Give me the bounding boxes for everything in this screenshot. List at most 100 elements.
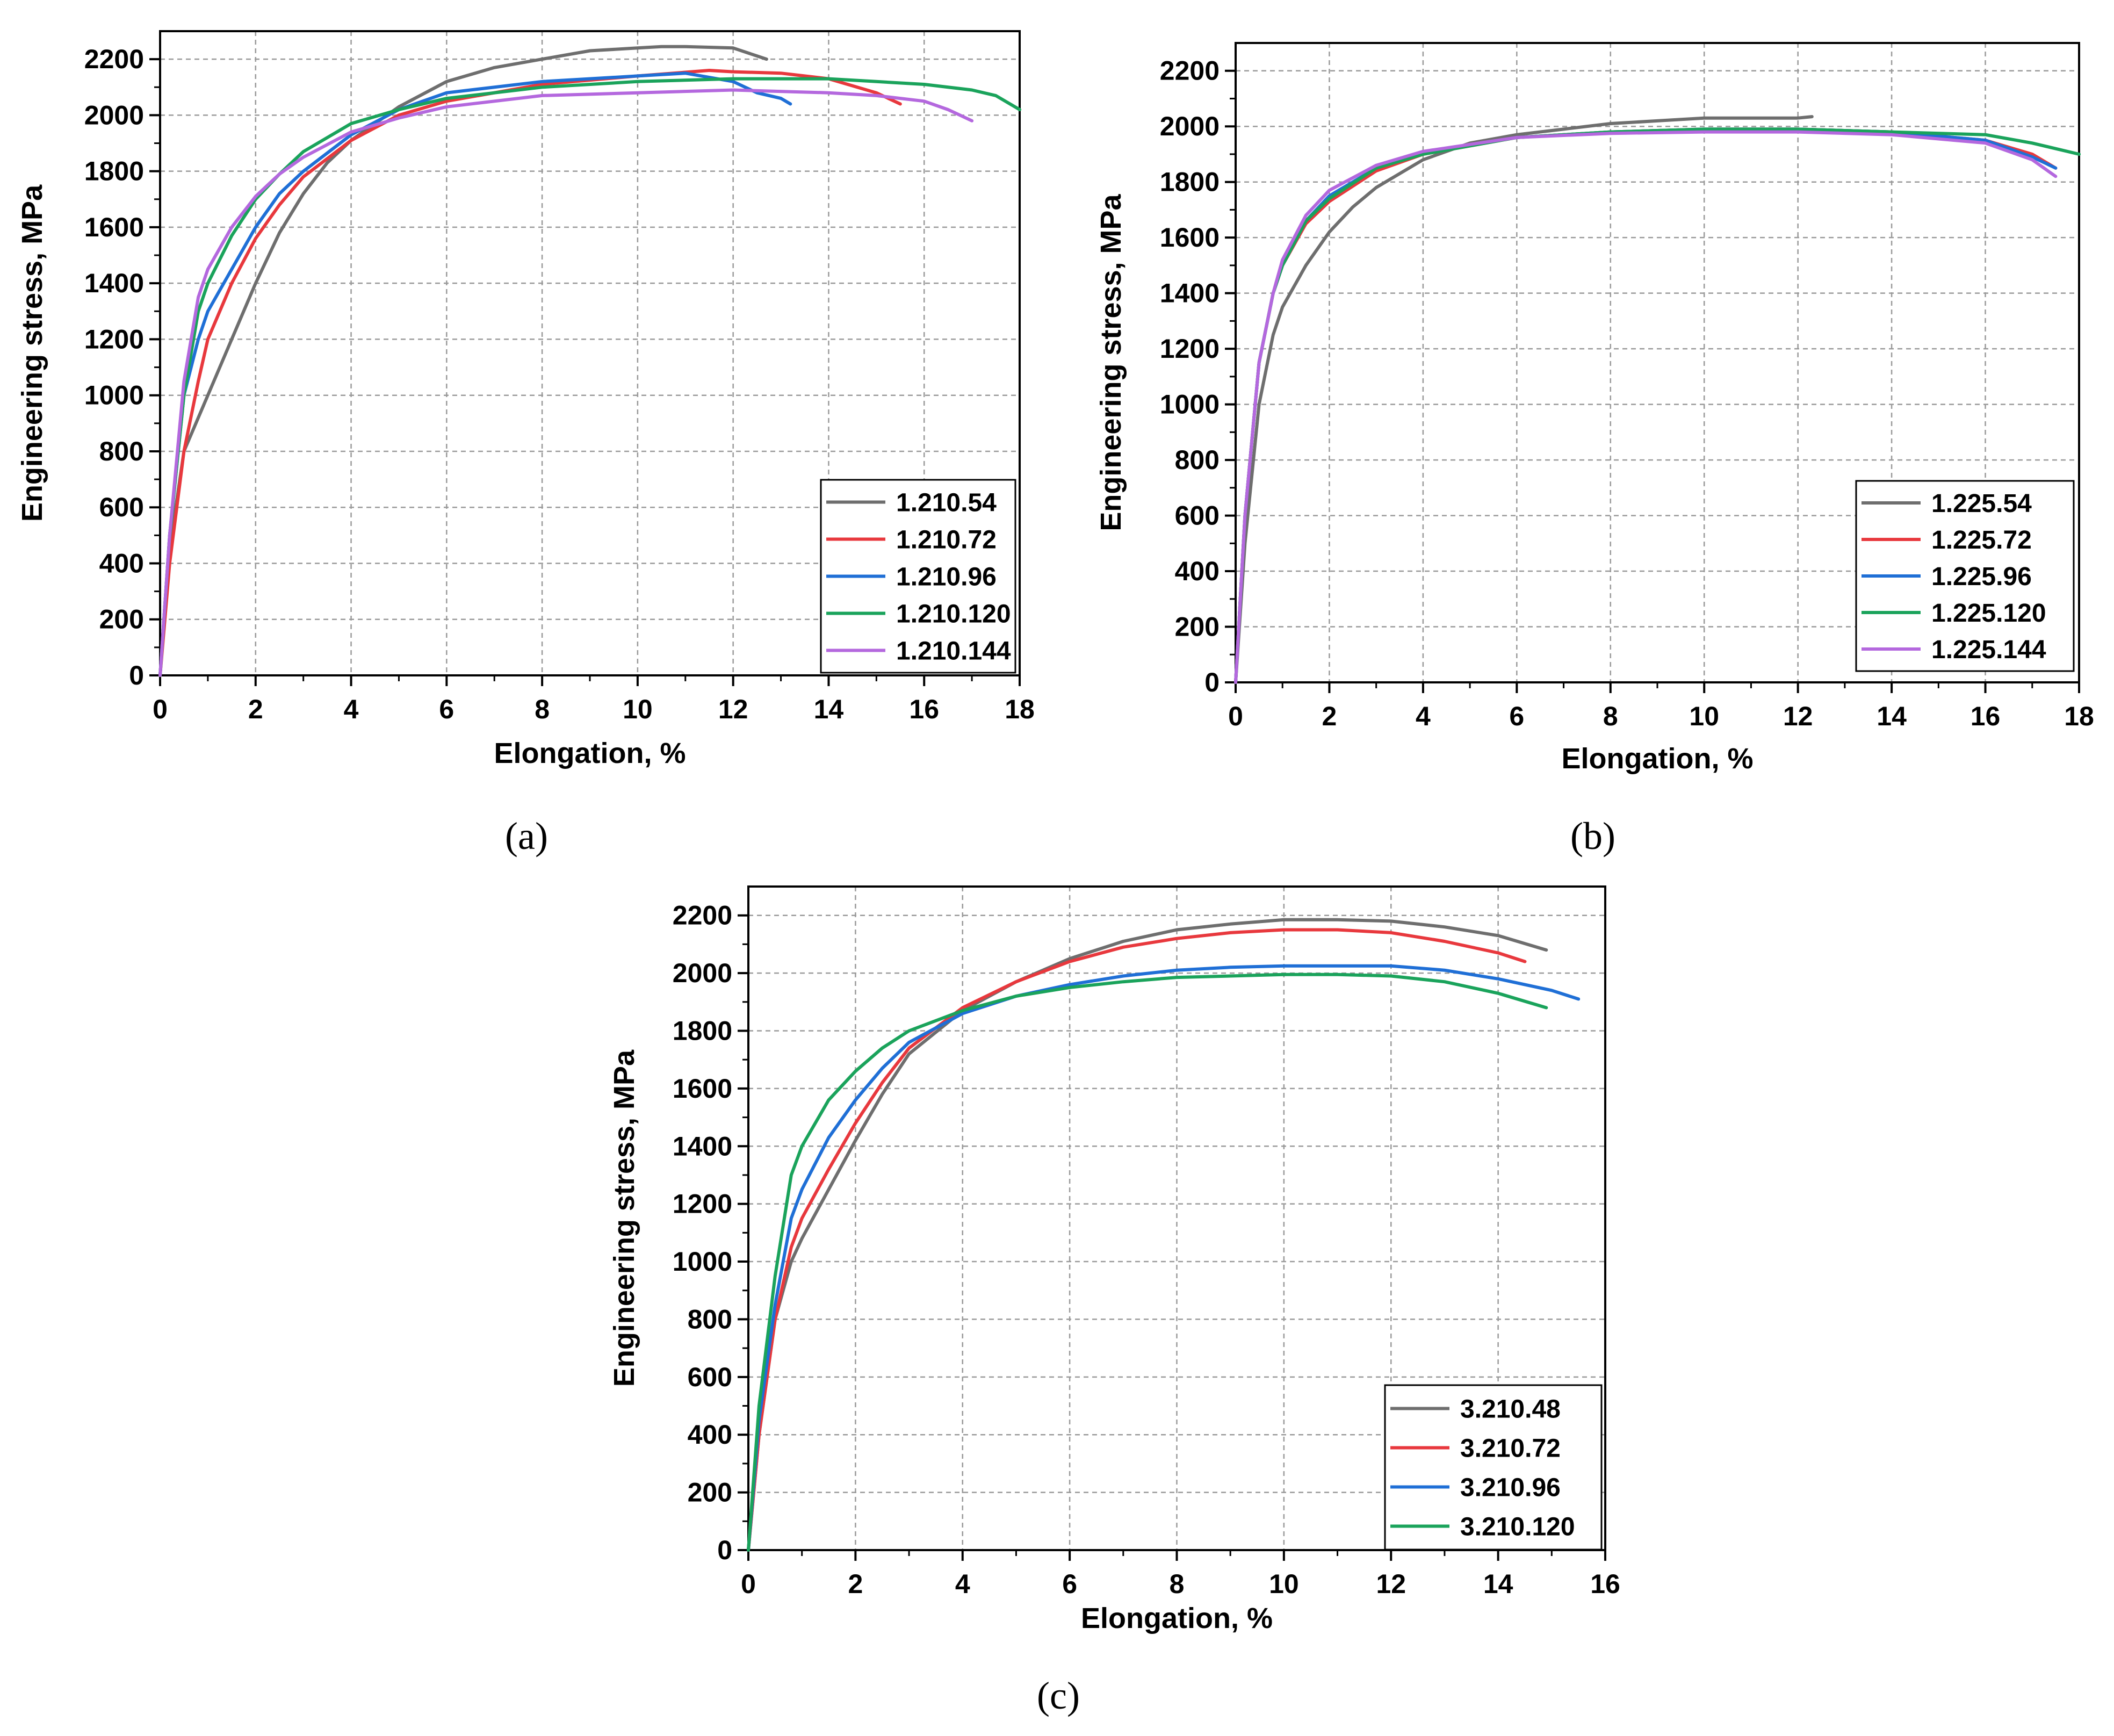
series-line-1.225.144 <box>1234 130 2058 684</box>
y-tick-label: 400 <box>1175 556 1220 586</box>
y-tick-label: 1200 <box>84 324 144 354</box>
y-tick-label: 1600 <box>84 212 144 242</box>
x-tick-label: 14 <box>1483 1569 1513 1599</box>
x-tick-label: 18 <box>1005 694 1035 724</box>
legend: 1.225.54 1.225.72 1.225.96 1.225.120 1.225.1… <box>1855 480 2075 672</box>
y-tick-label: 200 <box>1175 612 1220 642</box>
y-axis: 0 200 400 600 800 1000 1200 1400 1600 1800 2000 220… <box>84 44 160 690</box>
legend-label: 1.225.120 <box>1931 599 2046 628</box>
y-tick-label: 2200 <box>84 44 144 74</box>
y-tick-label: 600 <box>99 492 144 522</box>
series-line-3.210.120 <box>747 973 1548 1552</box>
panel-label: (a) <box>505 815 548 858</box>
y-tick-label: 800 <box>1175 445 1220 475</box>
x-tick-label: 12 <box>1376 1569 1406 1599</box>
legend-label: 3.210.96 <box>1460 1474 1561 1502</box>
series-group <box>747 918 1581 1552</box>
legend-label: 3.210.120 <box>1460 1513 1575 1541</box>
legend-label: 3.210.48 <box>1460 1395 1561 1424</box>
y-tick-label: 1400 <box>1160 278 1220 308</box>
x-tick-label: 0 <box>1228 701 1243 731</box>
x-tick-label: 2 <box>848 1569 863 1599</box>
x-axis: 0 2 4 6 8 10 12 14 16 18 <box>1228 682 2094 731</box>
y-tick-label: 2000 <box>1160 111 1220 141</box>
gridlines <box>1236 43 2079 682</box>
panel-label: (c) <box>1037 1674 1080 1717</box>
x-tick-label: 8 <box>535 694 550 724</box>
series-group <box>1234 115 2081 684</box>
y-tick-label: 1200 <box>1160 334 1220 364</box>
y-tick-label: 200 <box>688 1478 732 1508</box>
y-tick-label: 600 <box>1175 501 1220 531</box>
x-axis-title: Elongation, % <box>494 737 686 769</box>
x-tick-label: 14 <box>1877 701 1907 731</box>
x-tick-label: 10 <box>1269 1569 1299 1599</box>
x-axis: 0 2 4 6 8 10 12 14 16 <box>741 1550 1620 1599</box>
y-axis-title: Engineering stress, MPa <box>16 184 48 522</box>
y-tick-label: 2200 <box>1160 56 1220 86</box>
y-tick-label: 800 <box>688 1304 732 1334</box>
legend-label: 1.210.120 <box>896 600 1011 629</box>
y-tick-label: 1400 <box>673 1131 732 1161</box>
series-line-1.225.54 <box>1234 115 1814 684</box>
series-line-1.210.54 <box>158 45 768 677</box>
legend: 3.210.48 3.210.72 3.210.96 3.210.120 <box>1384 1384 1603 1551</box>
y-tick-label: 0 <box>129 660 144 690</box>
x-tick-label: 10 <box>623 694 653 724</box>
x-tick-label: 2 <box>1322 701 1337 731</box>
series-line-1.210.120 <box>158 77 1021 677</box>
x-axis: 0 2 4 6 8 10 12 14 16 18 <box>153 675 1035 724</box>
y-axis: 0 200 400 600 800 1000 1200 1400 1600 1800 2000 220… <box>1160 56 1236 697</box>
y-tick-label: 800 <box>99 436 144 466</box>
x-tick-label: 4 <box>955 1569 970 1599</box>
y-tick-label: 1000 <box>1160 390 1220 420</box>
y-tick-label: 1600 <box>1160 222 1220 253</box>
y-tick-label: 400 <box>688 1420 732 1450</box>
y-tick-label: 1000 <box>673 1247 732 1277</box>
x-axis-title: Elongation, % <box>1081 1602 1273 1634</box>
y-tick-label: 1000 <box>84 380 144 410</box>
chart-panel-a: 0 2 4 6 8 10 12 14 16 18 0 200 400 600 800 1000 1200 1400… <box>16 30 1035 858</box>
series-line-1.210.144 <box>158 88 974 677</box>
y-tick-label: 600 <box>688 1362 732 1392</box>
y-axis-title: Engineering stress, MPa <box>1095 193 1127 531</box>
legend: 1.210.54 1.210.72 1.210.96 1.210.120 1.210.1… <box>820 479 1016 674</box>
legend-label: 1.225.96 <box>1931 563 2032 591</box>
legend-label: 1.210.72 <box>896 526 997 554</box>
chart-panel-c: 0 2 4 6 8 10 12 14 16 0 200 400 600 800 1000 1200 1400 16… <box>608 885 1620 1717</box>
legend-label: 3.210.72 <box>1460 1435 1561 1463</box>
x-tick-label: 18 <box>2064 701 2094 731</box>
y-tick-label: 2200 <box>673 901 732 931</box>
series-group <box>158 45 1021 677</box>
x-tick-label: 8 <box>1603 701 1618 731</box>
x-tick-label: 12 <box>1783 701 1813 731</box>
y-axis-title: Engineering stress, MPa <box>608 1049 640 1387</box>
y-tick-label: 1800 <box>1160 167 1220 197</box>
x-tick-label: 10 <box>1689 701 1719 731</box>
x-axis-title: Elongation, % <box>1562 743 1754 775</box>
y-tick-label: 2000 <box>84 100 144 130</box>
legend-label: 1.225.144 <box>1931 636 2046 664</box>
y-tick-label: 400 <box>99 548 144 578</box>
x-tick-label: 14 <box>814 694 844 724</box>
y-tick-label: 1800 <box>84 156 144 186</box>
legend-box <box>1384 1384 1603 1551</box>
y-tick-label: 1600 <box>673 1074 732 1104</box>
x-tick-label: 4 <box>1416 701 1431 731</box>
legend-label: 1.210.144 <box>896 637 1011 666</box>
series-line-3.210.72 <box>747 928 1527 1552</box>
y-tick-label: 0 <box>717 1535 732 1565</box>
legend-label: 1.210.54 <box>896 489 997 517</box>
series-line-1.210.72 <box>158 69 902 677</box>
x-tick-label: 2 <box>248 694 263 724</box>
panel-label: (b) <box>1570 815 1615 858</box>
x-tick-label: 6 <box>439 694 454 724</box>
x-tick-label: 8 <box>1170 1569 1185 1599</box>
x-tick-label: 6 <box>1062 1569 1077 1599</box>
y-tick-label: 0 <box>1204 667 1220 697</box>
y-tick-label: 2000 <box>673 958 732 988</box>
x-tick-label: 4 <box>344 694 359 724</box>
y-tick-label: 1200 <box>673 1189 732 1219</box>
